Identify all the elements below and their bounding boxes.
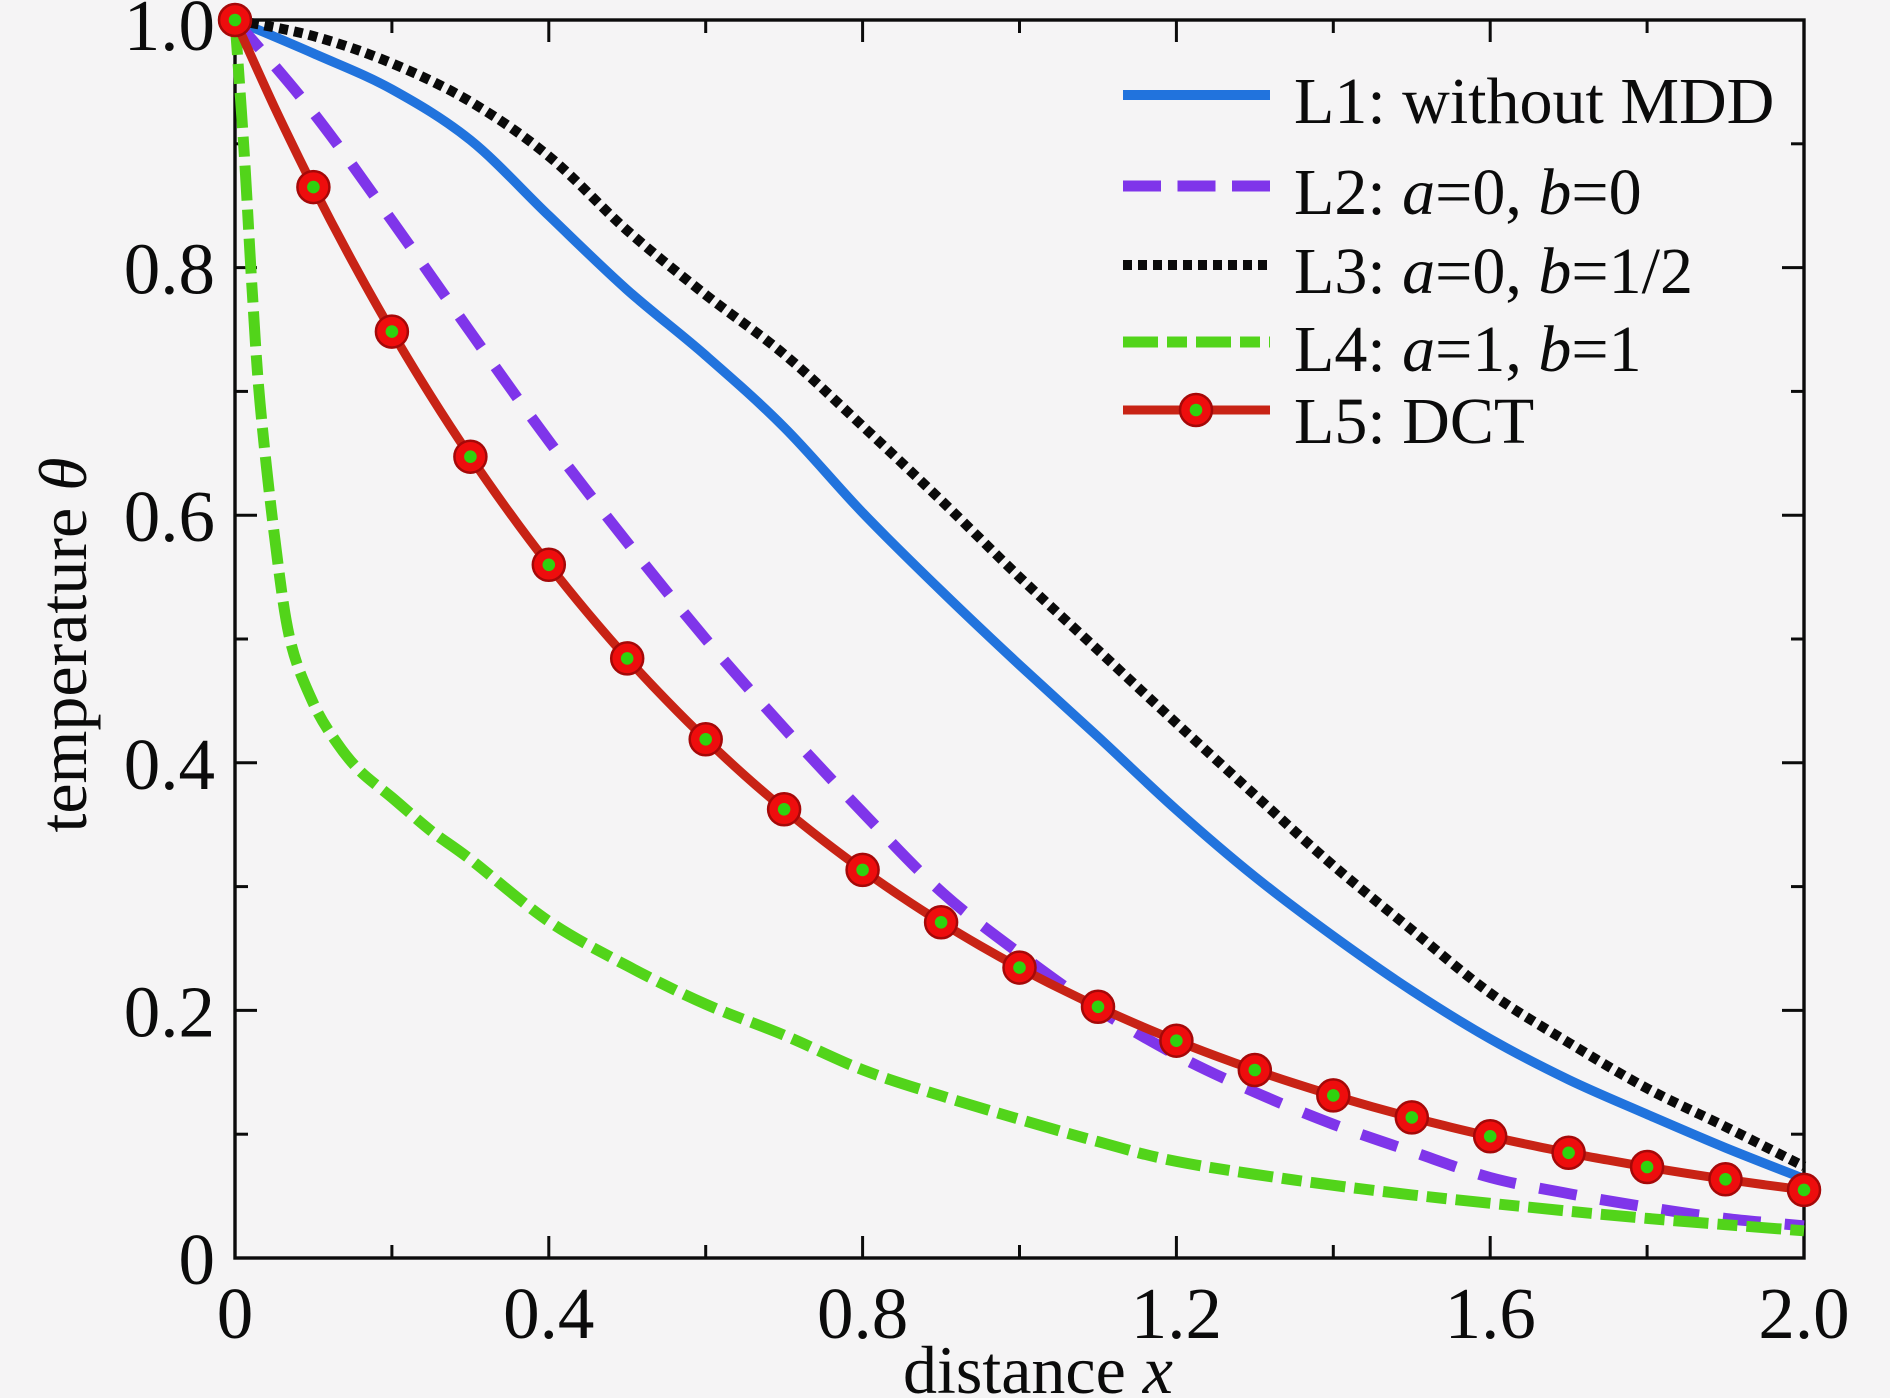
svg-text:0.2: 0.2: [124, 971, 215, 1052]
svg-text:temperature θ: temperature θ: [25, 457, 101, 832]
svg-text:L2: a=0, b=0: L2: a=0, b=0: [1294, 156, 1642, 229]
svg-text:distance x: distance x: [903, 1332, 1173, 1398]
svg-text:2.0: 2.0: [1758, 1273, 1849, 1354]
svg-text:1.2: 1.2: [1131, 1273, 1222, 1354]
svg-text:0.4: 0.4: [124, 724, 215, 805]
svg-text:0: 0: [179, 1219, 216, 1300]
svg-text:0.6: 0.6: [124, 476, 215, 557]
svg-text:L4: a=1, b=1: L4: a=1, b=1: [1294, 313, 1642, 386]
svg-text:0.8: 0.8: [124, 229, 215, 310]
svg-text:0: 0: [217, 1273, 254, 1354]
svg-text:1.0: 1.0: [124, 0, 215, 66]
svg-text:0.4: 0.4: [503, 1273, 594, 1354]
svg-text:L5: DCT: L5: DCT: [1294, 385, 1534, 458]
svg-text:1.6: 1.6: [1445, 1273, 1536, 1354]
svg-text:L3: a=0, b=1/2: L3: a=0, b=1/2: [1294, 235, 1693, 308]
svg-text:0.8: 0.8: [817, 1273, 908, 1354]
svg-text:L1: without MDD: L1: without MDD: [1294, 65, 1774, 138]
